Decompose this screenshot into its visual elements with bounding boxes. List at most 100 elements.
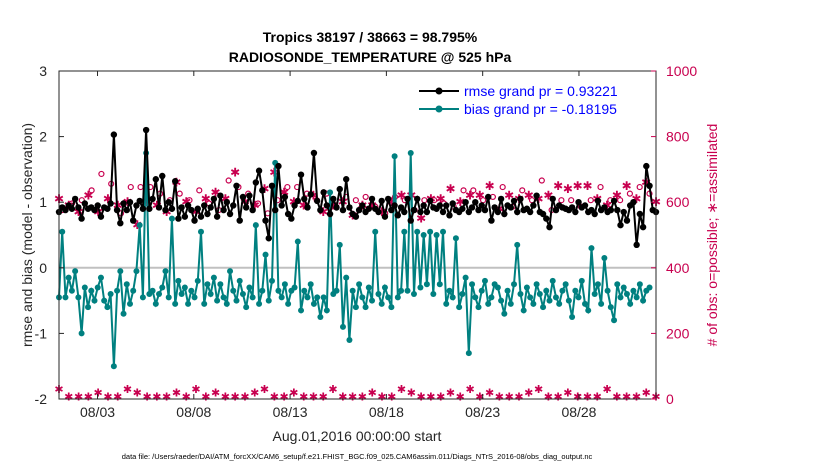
bias-point bbox=[540, 304, 547, 311]
rmse-point bbox=[136, 197, 143, 205]
bias-point bbox=[604, 287, 611, 294]
bias-point bbox=[414, 228, 421, 235]
bias-point bbox=[485, 300, 492, 307]
obs-assimilated-point: ✱ bbox=[103, 192, 113, 206]
plot-area bbox=[59, 71, 656, 399]
rmse-point bbox=[572, 208, 579, 216]
rmse-point bbox=[543, 215, 550, 222]
bias-point bbox=[265, 297, 272, 304]
rmse-point bbox=[326, 210, 334, 218]
rmse-point bbox=[233, 182, 240, 189]
bias-point bbox=[398, 287, 405, 294]
bias-point bbox=[372, 228, 379, 235]
rmse-point bbox=[168, 205, 176, 212]
obs-assimilated-point: ✱ bbox=[622, 179, 632, 193]
plot-frame bbox=[58, 70, 657, 400]
bias-point bbox=[210, 274, 217, 281]
bias-point bbox=[565, 297, 572, 304]
bias-point bbox=[175, 277, 182, 284]
rmse-point bbox=[488, 217, 495, 224]
bias-point bbox=[594, 281, 601, 288]
obs-assimilated-point: ✱ bbox=[230, 166, 240, 180]
rmse-point bbox=[465, 208, 473, 216]
rmse-point bbox=[630, 199, 637, 206]
obs-rejected-point: ✱ bbox=[524, 387, 533, 399]
rmse-point bbox=[610, 197, 618, 205]
rmse-point bbox=[643, 162, 650, 170]
rmse-point bbox=[97, 213, 105, 220]
rmse-point bbox=[546, 223, 553, 231]
obs-rejected-point: ✱ bbox=[142, 391, 151, 403]
obs-assimilated-point: ✱ bbox=[328, 198, 338, 212]
obs-rejected-point: ✱ bbox=[123, 384, 132, 396]
bias-point bbox=[97, 274, 104, 281]
rmse-point bbox=[388, 206, 395, 214]
rmse-point bbox=[94, 202, 101, 209]
rmse-point bbox=[262, 217, 269, 224]
bias-point bbox=[533, 281, 540, 288]
y-tick-label: 1 bbox=[39, 194, 47, 210]
obs-rejected-point: ✱ bbox=[436, 391, 445, 403]
bias-point bbox=[81, 284, 88, 291]
bias-point bbox=[239, 291, 246, 298]
bias-point bbox=[88, 287, 95, 294]
bias-point bbox=[401, 228, 408, 235]
rmse-point bbox=[352, 213, 360, 220]
rmse-point bbox=[139, 205, 147, 212]
rmse-point bbox=[239, 193, 247, 201]
bias-point bbox=[588, 245, 595, 252]
bias-point bbox=[640, 297, 647, 304]
rmse-point bbox=[410, 206, 418, 214]
rmse-point bbox=[149, 195, 156, 203]
bias-point bbox=[246, 284, 253, 291]
bias-point bbox=[369, 297, 376, 304]
y-right-tick-label: 400 bbox=[666, 260, 690, 276]
bias-point bbox=[181, 284, 188, 291]
rmse-point bbox=[297, 171, 305, 178]
bias-point bbox=[430, 291, 437, 298]
bias-point bbox=[459, 291, 466, 298]
obs-assimilated-point: ✱ bbox=[543, 189, 553, 203]
rmse-point bbox=[365, 205, 372, 212]
obs-assimilated-point: ✱ bbox=[377, 205, 387, 219]
bias-point bbox=[249, 294, 256, 301]
rmse-point bbox=[510, 197, 518, 205]
rmse-point bbox=[346, 204, 353, 211]
rmse-point bbox=[401, 208, 408, 216]
rmse-point bbox=[294, 197, 301, 205]
bias-point bbox=[556, 300, 563, 307]
rmse-point bbox=[226, 210, 234, 218]
x-tick-label: 08/03 bbox=[80, 404, 115, 420]
bias-point bbox=[501, 310, 508, 317]
obs-assimilated-point: ✱ bbox=[83, 189, 93, 203]
obs-possible-point bbox=[127, 183, 134, 191]
rmse-point bbox=[581, 202, 589, 209]
bias-point bbox=[452, 235, 459, 242]
chart-subtitle: RADIOSONDE_TEMPERATURE @ 525 hPa bbox=[229, 49, 512, 65]
bias-point bbox=[427, 228, 434, 235]
bias-point bbox=[420, 232, 427, 238]
bias-point bbox=[256, 300, 263, 307]
obs-rejected-point: ✱ bbox=[103, 391, 112, 403]
rmse-point bbox=[278, 202, 285, 209]
bias-point bbox=[201, 300, 208, 307]
obs-assimilated-point: ✱ bbox=[93, 205, 103, 219]
obs-rejected-point: ✱ bbox=[593, 391, 602, 403]
obs-rejected-point: ✱ bbox=[514, 391, 523, 403]
rmse-point bbox=[204, 210, 211, 218]
bias-point bbox=[375, 291, 382, 298]
bias-point bbox=[162, 268, 169, 275]
rmse-point bbox=[155, 204, 163, 211]
rmse-point bbox=[272, 206, 279, 214]
rmse-point bbox=[491, 204, 498, 211]
rmse-point bbox=[323, 202, 331, 209]
rmse-point bbox=[78, 215, 85, 222]
obs-possible-point bbox=[460, 187, 467, 194]
y-axis-label: rmse and bias (model - observation) bbox=[19, 123, 35, 347]
bias-point bbox=[378, 300, 385, 307]
bias-point bbox=[585, 307, 592, 314]
rmse-point bbox=[220, 206, 227, 214]
obs-rejected-point: ✱ bbox=[113, 391, 122, 403]
rmse-point bbox=[620, 208, 627, 216]
rmse-point bbox=[197, 213, 205, 220]
